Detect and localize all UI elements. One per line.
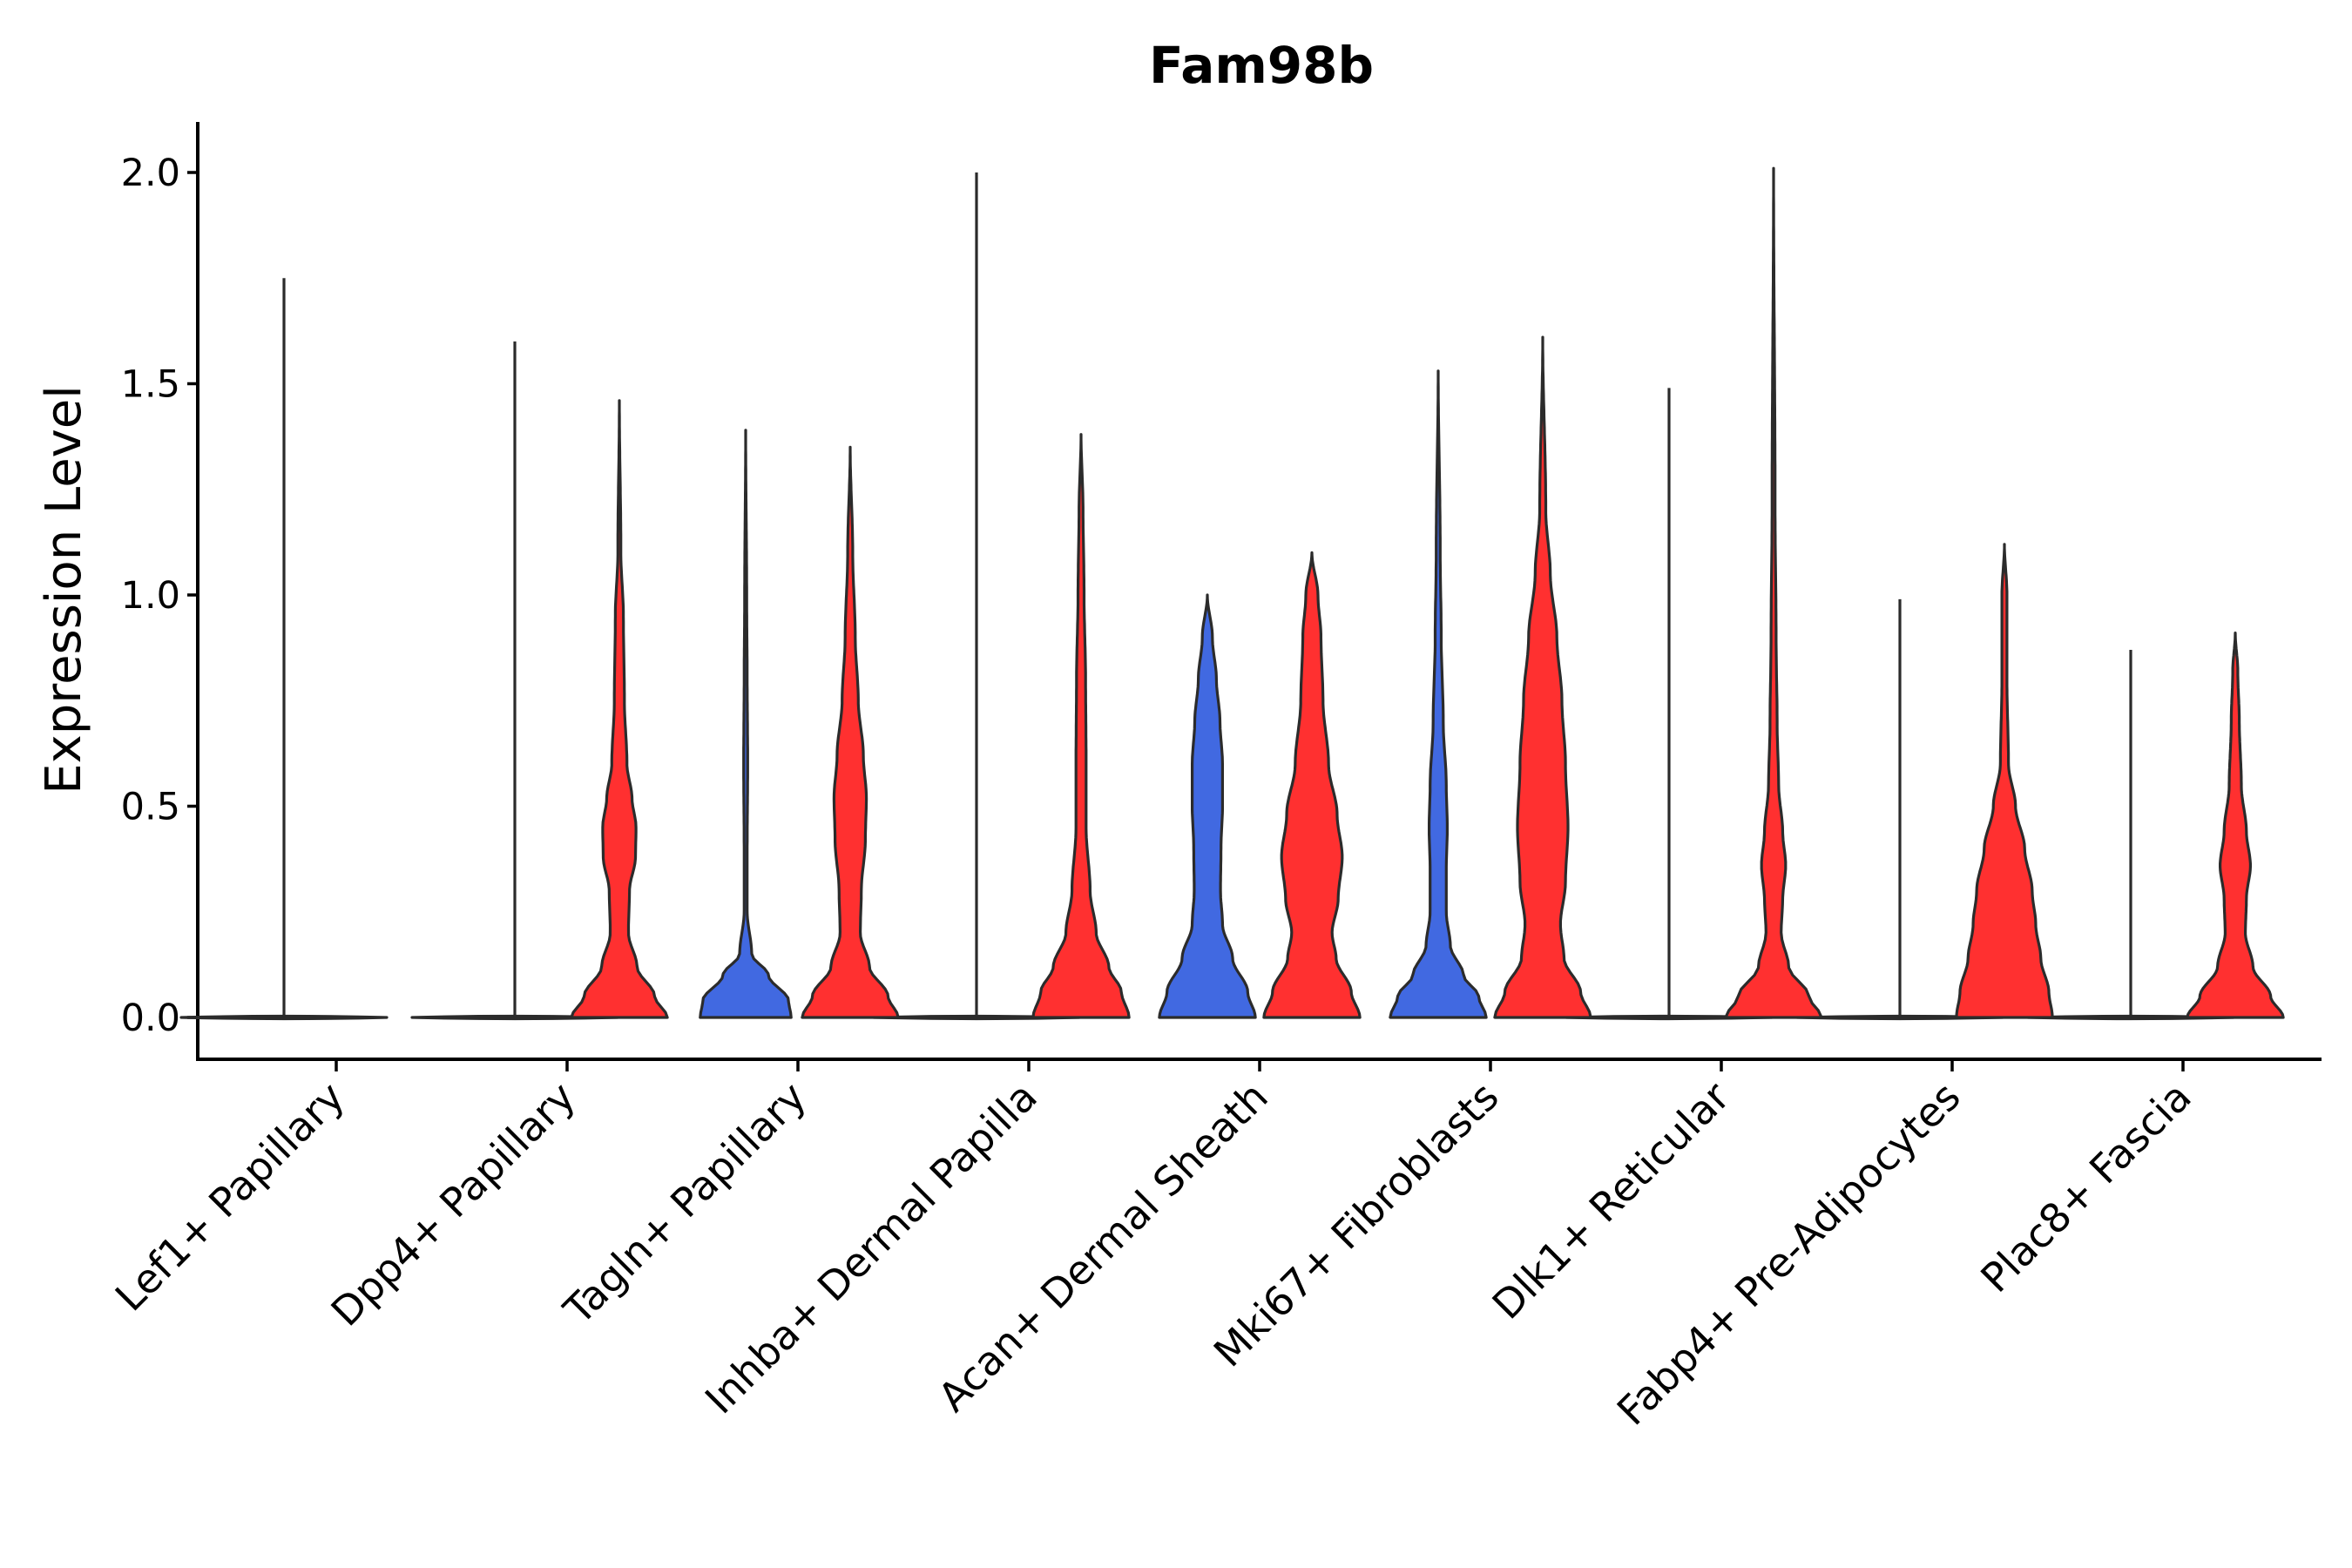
violin-group-red-8 — [2186, 632, 2285, 1019]
y-tick-label: 2.0 — [121, 152, 180, 195]
y-axis-label: Expression Level — [36, 385, 92, 794]
violin-group-blue-2 — [699, 429, 793, 1019]
x-tick-label: Plac8+ Fascia — [1971, 1073, 2200, 1301]
y-ticks: 0.0 0.5 1.0 1.5 2.0 — [121, 152, 198, 1040]
violin-group-red-4 — [1262, 551, 1362, 1019]
violin-group-red-7 — [1955, 543, 2054, 1019]
chart-title: Fam98b — [1149, 36, 1374, 95]
y-tick-label: 1.5 — [121, 363, 180, 407]
violin-group-red-5 — [1493, 335, 1592, 1019]
violin-group-red-6 — [1724, 166, 1823, 1019]
violin-group-red-1 — [570, 399, 669, 1019]
y-tick-label: 1.0 — [121, 574, 180, 618]
x-tick-label: Dpp4+ Papillary — [322, 1073, 585, 1335]
y-tick-label: 0.5 — [121, 786, 180, 829]
x-tick-label: Dlk1+ Reticular — [1484, 1073, 1739, 1328]
violin-group-red-2 — [801, 445, 900, 1019]
violin-group-blue-4 — [1158, 593, 1257, 1019]
x-tick-label: Tagln+ Papillary — [554, 1073, 815, 1335]
violins — [179, 166, 2285, 1021]
violin-group-blue-5 — [1389, 369, 1488, 1019]
x-tick-label: Lef1+ Papillary — [106, 1073, 354, 1321]
y-tick-label: 0.0 — [121, 997, 180, 1040]
violin-group-red-3 — [1031, 433, 1131, 1019]
